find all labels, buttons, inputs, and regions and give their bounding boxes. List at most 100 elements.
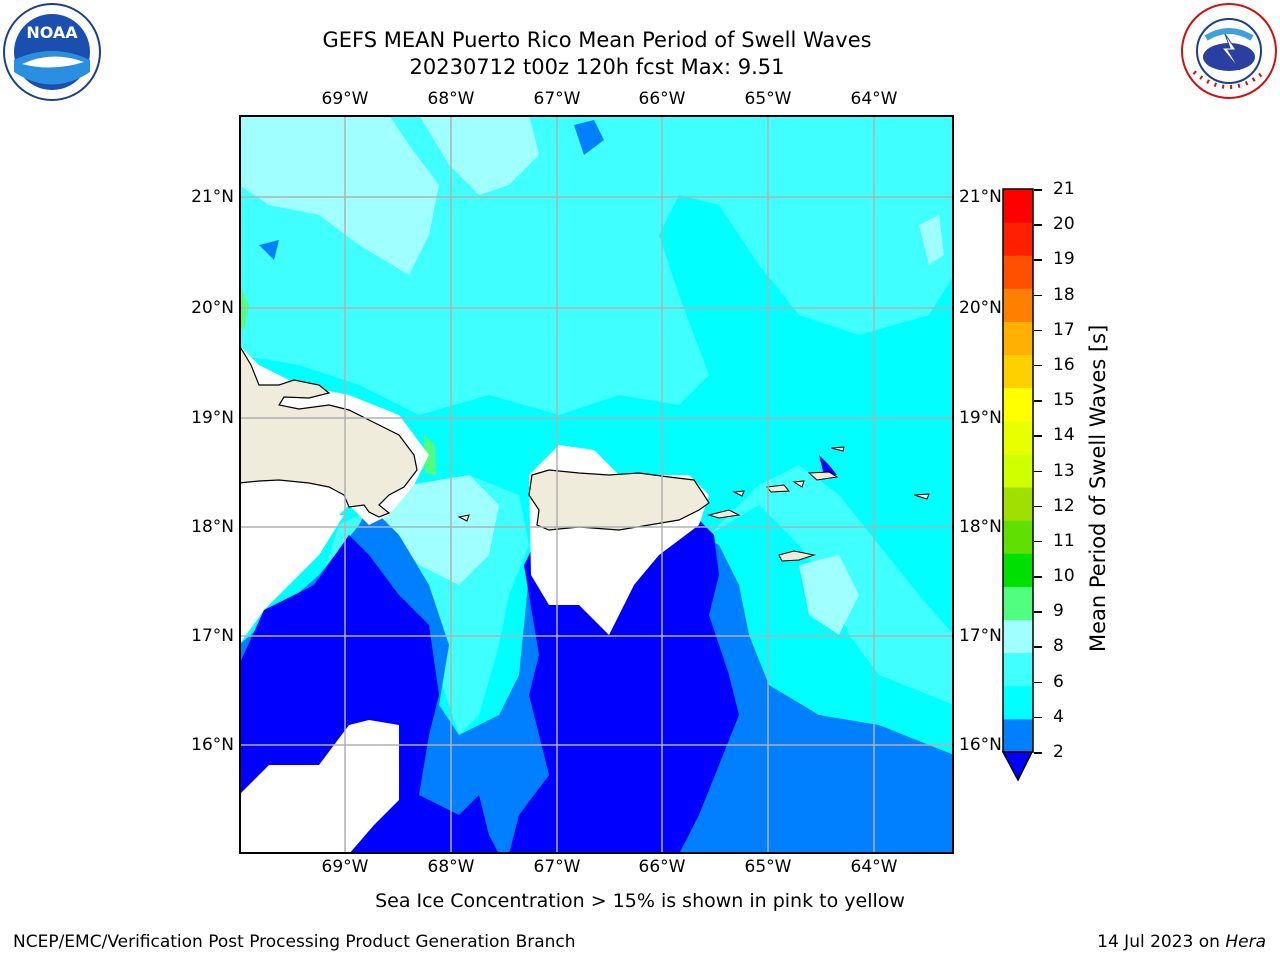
- colorbar-segment: [1003, 255, 1033, 289]
- x-tick-top: 64°W: [850, 89, 898, 109]
- colorbar-segment: [1003, 420, 1033, 455]
- colorbar-segment: [1003, 288, 1033, 322]
- chart-title: GEFS MEAN Puerto Rico Mean Period of Swe…: [322, 28, 872, 52]
- credit-left: NCEP/EMC/Verification Post Processing Pr…: [13, 932, 576, 952]
- colorbar-segment: [1003, 520, 1033, 554]
- colorbar-extend-arrow: [1001, 751, 1034, 782]
- x-tick-top: 65°W: [744, 89, 792, 109]
- colorbar-segment: [1003, 354, 1033, 389]
- island: [913, 493, 930, 500]
- y-tick-right: 19°N: [959, 408, 1002, 428]
- colorbar-tick-mark: [1034, 189, 1042, 191]
- swell-8-9-region: [369, 475, 499, 585]
- colorbar-frame: [1002, 188, 1034, 753]
- colorbar-tick-label: 17: [1053, 319, 1075, 340]
- y-tick-right: 16°N: [959, 735, 1002, 755]
- map-gridlines: [239, 115, 954, 854]
- x-tick-bottom: 66°W: [638, 857, 686, 877]
- swell-0-2-region: [819, 455, 837, 475]
- colorbar-tick-label: 13: [1053, 460, 1075, 481]
- y-tick-right: 20°N: [959, 298, 1002, 318]
- colorbar-tick-mark: [1034, 540, 1042, 543]
- colorbar-tick-mark: [1034, 435, 1042, 437]
- colorbar-tick-mark: [1034, 294, 1042, 297]
- map-svg: [238, 115, 954, 854]
- colorbar-tick-mark: [1034, 646, 1042, 648]
- noaa-logo: NOAA: [2, 2, 102, 102]
- colorbar-segment: [1003, 619, 1033, 654]
- island: [807, 471, 839, 481]
- colorbar-tick-mark: [1034, 611, 1042, 613]
- nws-logo: [1180, 2, 1278, 100]
- land-mask: [239, 720, 399, 854]
- y-tick-left: 20°N: [191, 298, 234, 318]
- x-tick-bottom: 67°W: [533, 857, 581, 877]
- colorbar-segment: [1003, 321, 1033, 356]
- colorbar: [1001, 188, 1034, 784]
- chart-subtitle: 20230712 t00z 120h fcst Max: 9.51: [409, 55, 785, 79]
- colorbar-tick-label: 15: [1053, 390, 1075, 411]
- y-tick-right: 18°N: [959, 517, 1002, 537]
- colorbar-tick-label: 14: [1053, 425, 1075, 446]
- colorbar-tick-mark: [1034, 224, 1042, 226]
- colorbar-tick-mark: [1034, 329, 1042, 332]
- colorbar-tick-mark: [1034, 400, 1042, 402]
- island: [830, 446, 845, 452]
- island: [792, 480, 805, 488]
- island: [707, 509, 741, 519]
- sea-ice-note: Sea Ice Concentration > 15% is shown in …: [375, 890, 905, 912]
- x-tick-top: 68°W: [427, 89, 475, 109]
- swell-9-10-region: [424, 435, 436, 475]
- colorbar-tick-label: 21: [1053, 179, 1075, 199]
- colorbar-segment: [1003, 222, 1033, 256]
- colorbar-segment: [1003, 453, 1033, 488]
- y-tick-left: 18°N: [191, 517, 234, 537]
- island: [457, 514, 470, 522]
- x-tick-top: 66°W: [638, 89, 686, 109]
- colorbar-tick-mark: [1034, 470, 1042, 472]
- credit-host: Hera: [1225, 932, 1266, 952]
- colorbar-svg: [1001, 188, 1034, 782]
- x-tick-bottom: 68°W: [427, 857, 475, 877]
- y-tick-left: 17°N: [191, 626, 234, 646]
- puerto-rico-land: [528, 469, 710, 531]
- island: [732, 490, 745, 497]
- colorbar-tick-label: 11: [1053, 530, 1075, 551]
- island: [778, 550, 816, 562]
- x-tick-bottom: 65°W: [744, 857, 792, 877]
- colorbar-tick-mark: [1034, 576, 1042, 578]
- colorbar-tick-label: 2: [1053, 742, 1064, 762]
- colorbar-tick-label: 4: [1053, 706, 1064, 727]
- y-tick-left: 21°N: [191, 187, 234, 207]
- swell-8-9-region: [419, 115, 539, 195]
- colorbar-segment: [1003, 189, 1033, 223]
- x-tick-top: 67°W: [533, 89, 581, 109]
- x-tick-top: 69°W: [321, 89, 369, 109]
- island: [766, 484, 791, 493]
- colorbar-tick-label: 20: [1053, 214, 1075, 235]
- y-tick-left: 16°N: [191, 735, 234, 755]
- map-frame: [239, 115, 954, 854]
- colorbar-segment: [1003, 586, 1033, 621]
- y-tick-right: 21°N: [959, 187, 1002, 207]
- colorbar-segment: [1003, 387, 1033, 422]
- swell-8-9-region: [799, 555, 859, 635]
- y-tick-right: 17°N: [959, 626, 1002, 646]
- swell-2-4-region: [259, 240, 279, 260]
- colorbar-tick-label: 10: [1053, 566, 1075, 587]
- colorbar-tick-label: 12: [1053, 495, 1075, 516]
- colorbar-segments: [1003, 189, 1033, 753]
- map-plot: [238, 115, 954, 854]
- colorbar-tick-mark: [1034, 752, 1042, 754]
- colorbar-tick-label: 8: [1053, 636, 1064, 657]
- colorbar-tick-mark: [1034, 364, 1042, 367]
- colorbar-tick-label: 19: [1053, 249, 1075, 270]
- x-tick-bottom: 69°W: [321, 857, 369, 877]
- swell-2-4-region: [574, 120, 604, 155]
- colorbar-tick-label: 6: [1053, 671, 1064, 692]
- colorbar-segment: [1003, 718, 1033, 753]
- colorbar-tick-mark: [1034, 681, 1042, 684]
- colorbar-segment: [1003, 487, 1033, 521]
- colorbar-segment: [1003, 652, 1033, 687]
- x-tick-bottom: 64°W: [850, 857, 898, 877]
